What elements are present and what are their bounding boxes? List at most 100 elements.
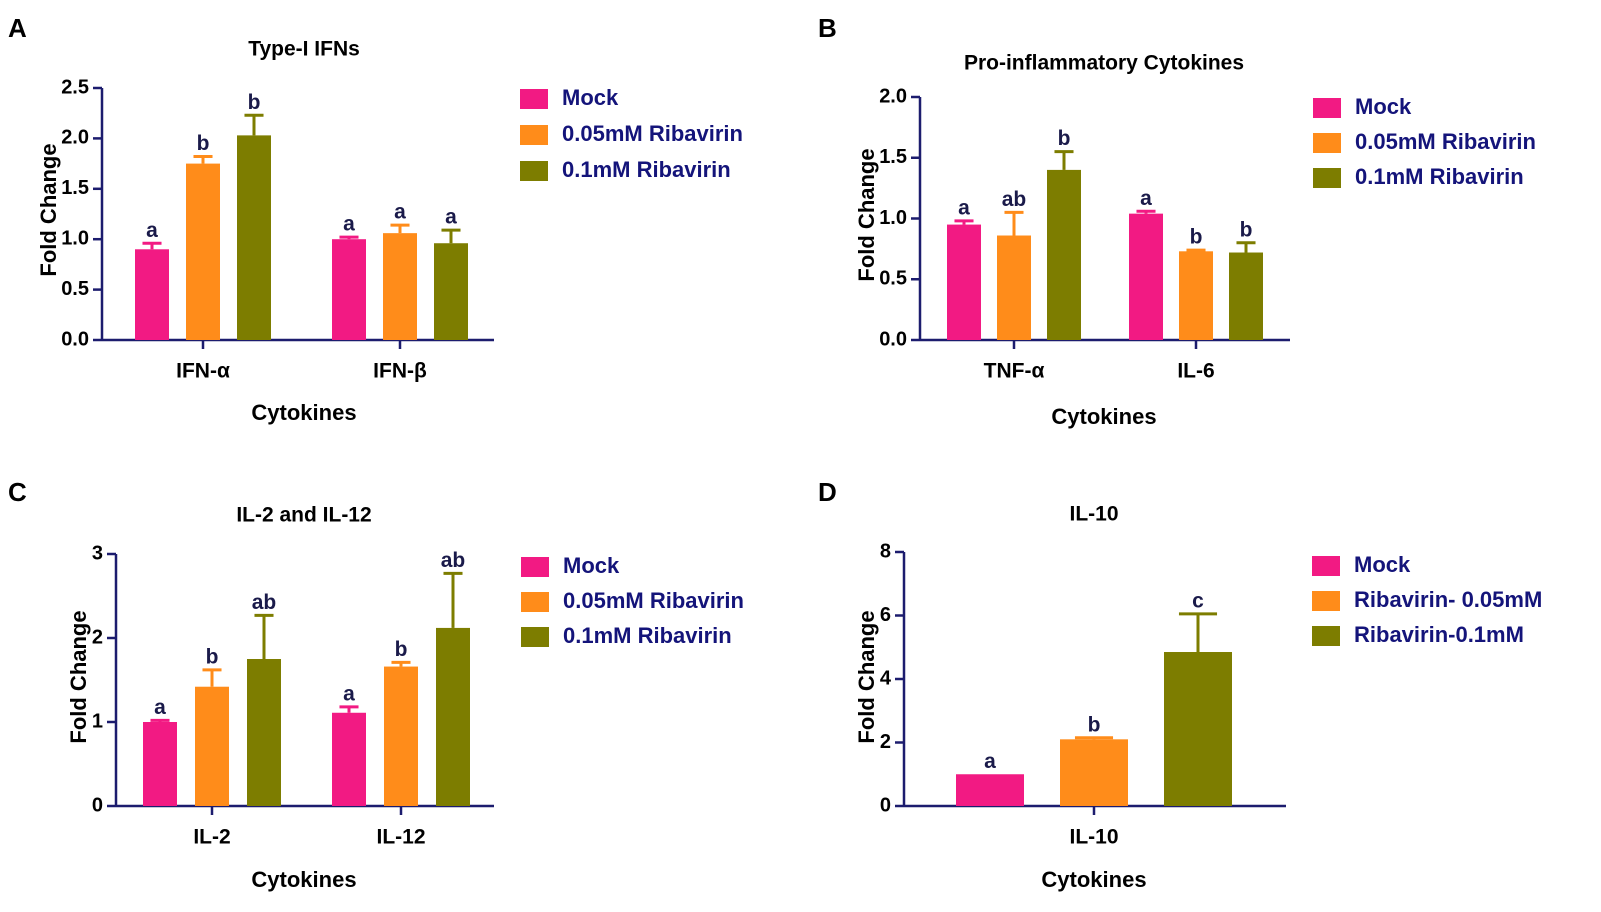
- legend-swatch: [1312, 556, 1340, 576]
- x-tick-label: IL-2: [193, 826, 230, 849]
- y-tick-label: 1: [92, 710, 103, 732]
- x-axis-label: Cytokines: [1051, 404, 1156, 429]
- significance-label: b: [395, 638, 408, 661]
- bar: [1179, 251, 1213, 340]
- x-tick-label: IL-12: [376, 826, 425, 849]
- legend-label: 0.05mM Ribavirin: [563, 588, 744, 613]
- y-axis-label: Fold Change: [66, 610, 91, 743]
- x-tick-label: IL-10: [1069, 826, 1118, 849]
- y-tick-label: 8: [880, 540, 891, 562]
- y-axis-label: Fold Change: [854, 610, 879, 743]
- legend-label: Ribavirin-0.1mM: [1354, 622, 1524, 647]
- y-axis-label: Fold Change: [36, 143, 61, 276]
- legend-swatch: [520, 125, 548, 145]
- significance-label: ab: [252, 591, 277, 614]
- x-tick-label: IFN-β: [373, 360, 427, 383]
- panel-letter: D: [818, 477, 837, 507]
- legend-swatch: [520, 89, 548, 109]
- y-tick-label: 2: [92, 626, 103, 648]
- bar: [956, 774, 1024, 806]
- significance-label: b: [197, 132, 210, 155]
- legend-label: 0.1mM Ribavirin: [1355, 164, 1524, 189]
- x-tick-label: TNF-α: [984, 360, 1045, 383]
- significance-label: b: [248, 91, 261, 114]
- legend-label: 0.05mM Ribavirin: [1355, 129, 1536, 154]
- y-tick-label: 0.5: [61, 278, 89, 300]
- significance-label: a: [146, 219, 158, 242]
- y-tick-label: 0: [92, 794, 103, 816]
- significance-label: a: [958, 196, 970, 219]
- legend-label: Mock: [1355, 94, 1412, 119]
- legend-label: 0.1mM Ribavirin: [563, 623, 732, 648]
- bar: [332, 712, 366, 806]
- bar: [947, 224, 981, 340]
- legend-swatch: [1313, 98, 1341, 118]
- legend: Mock 0.05mM Ribavirin 0.1mM Ribavirin: [520, 85, 743, 182]
- significance-label: a: [984, 750, 996, 773]
- y-tick-label: 0.0: [879, 328, 907, 350]
- bar: [384, 666, 418, 806]
- chart-panel-d: D IL-10 0 2 4 6 8 IL-10 a b c Fold Change Cytokines M…: [818, 477, 1542, 892]
- y-tick-label: 2.0: [61, 127, 89, 149]
- bar: [1164, 652, 1232, 806]
- significance-label: a: [343, 213, 355, 236]
- chart-title: IL-10: [1069, 503, 1118, 526]
- legend-swatch: [1312, 591, 1340, 611]
- y-tick-label: 1.0: [879, 207, 907, 229]
- chart-panel-a: A Type-I IFNs 0.0 0.5 1.0 1.5 2.0 2.5 IFN-α IFN-β…: [8, 13, 743, 425]
- y-tick-label: 1.0: [61, 227, 89, 249]
- bar: [247, 659, 281, 806]
- bar: [997, 235, 1031, 340]
- legend-label: 0.05mM Ribavirin: [562, 121, 743, 146]
- chart-title: IL-2 and IL-12: [236, 504, 371, 527]
- y-tick-label: 2.0: [879, 85, 907, 107]
- significance-label: b: [1058, 127, 1071, 150]
- bar: [237, 135, 271, 340]
- legend-swatch: [521, 557, 549, 577]
- bar: [332, 239, 366, 340]
- chart-title: Pro-inflammatory Cytokines: [964, 52, 1244, 75]
- significance-label: a: [1140, 187, 1152, 210]
- bar: [434, 243, 468, 340]
- significance-label: b: [206, 645, 219, 668]
- y-tick-label: 2: [880, 731, 891, 753]
- bar: [1129, 213, 1163, 340]
- legend-swatch: [521, 627, 549, 647]
- legend-label: 0.1mM Ribavirin: [562, 157, 731, 182]
- bar: [1229, 252, 1263, 340]
- y-tick-label: 1.5: [61, 177, 89, 199]
- legend: Mock Ribavirin- 0.05mM Ribavirin-0.1mM: [1312, 552, 1542, 647]
- legend-swatch: [520, 161, 548, 181]
- legend-swatch: [521, 592, 549, 612]
- y-tick-label: 0: [880, 794, 891, 816]
- x-tick-label: IL-6: [1177, 360, 1214, 383]
- y-tick-label: 0.0: [61, 328, 89, 350]
- significance-label: a: [445, 206, 457, 229]
- y-axis-label: Fold Change: [854, 148, 879, 281]
- x-axis-label: Cytokines: [1041, 867, 1146, 892]
- legend: Mock 0.05mM Ribavirin 0.1mM Ribavirin: [521, 553, 744, 648]
- legend-label: Mock: [562, 85, 619, 110]
- legend: Mock 0.05mM Ribavirin 0.1mM Ribavirin: [1313, 94, 1536, 189]
- significance-label: ab: [441, 549, 466, 572]
- bar: [383, 233, 417, 340]
- bar: [186, 163, 220, 340]
- significance-label: a: [394, 201, 406, 224]
- panel-letter: A: [8, 13, 27, 43]
- panel-letter: B: [818, 13, 837, 43]
- y-tick-label: 1.5: [879, 146, 907, 168]
- significance-label: c: [1192, 589, 1204, 612]
- bar: [195, 686, 229, 806]
- significance-label: b: [1088, 713, 1101, 736]
- significance-label: a: [154, 696, 166, 719]
- significance-label: b: [1240, 218, 1253, 241]
- chart-title: Type-I IFNs: [248, 38, 360, 61]
- bar: [1060, 739, 1128, 806]
- legend-swatch: [1312, 626, 1340, 646]
- legend-swatch: [1313, 133, 1341, 153]
- bar: [436, 627, 470, 806]
- legend-label: Ribavirin- 0.05mM: [1354, 587, 1542, 612]
- y-tick-label: 4: [880, 667, 892, 689]
- y-tick-label: 2.5: [61, 76, 89, 98]
